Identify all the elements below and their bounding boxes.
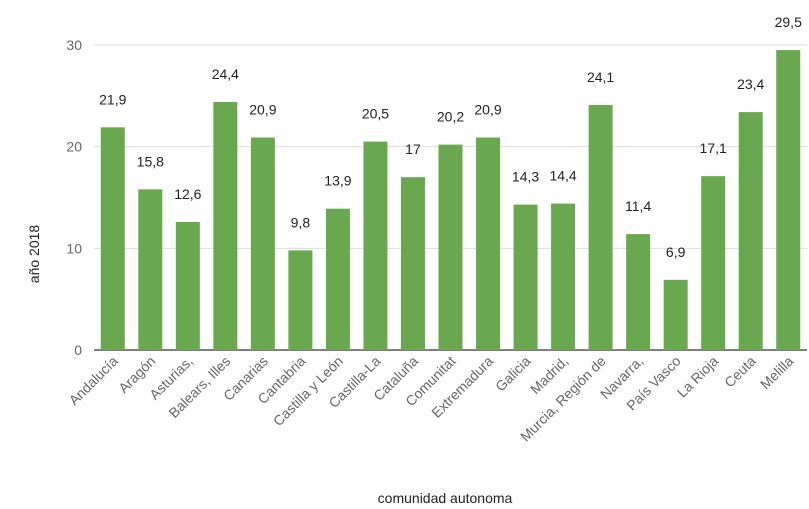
y-tick-label: 20 — [66, 139, 82, 155]
data-label: 20,9 — [474, 102, 501, 118]
bar — [288, 250, 313, 350]
bar — [363, 141, 388, 350]
x-tick-label: Melilla — [757, 353, 797, 393]
data-label: 14,4 — [549, 168, 576, 184]
bar — [213, 101, 238, 350]
data-label: 6,9 — [666, 244, 686, 260]
x-tick-label: Galicia — [492, 353, 534, 395]
data-label: 17,1 — [700, 140, 727, 156]
bar — [776, 50, 801, 350]
bar — [513, 204, 538, 350]
data-labels: 21,9 15,8 12,6 24,4 20,9 9,8 13,9 20,5 17 20,2 20,… — [99, 14, 802, 260]
bar — [476, 137, 501, 350]
data-label: 20,2 — [437, 109, 464, 125]
data-label: 17 — [405, 141, 421, 157]
bar — [400, 177, 425, 350]
bar — [551, 203, 576, 350]
bars — [100, 50, 801, 350]
data-label: 23,4 — [737, 76, 764, 92]
bar — [100, 127, 125, 350]
data-label: 24,4 — [212, 66, 239, 82]
y-tick-label: 30 — [66, 37, 82, 53]
bar — [626, 234, 651, 350]
data-label: 11,4 — [625, 198, 651, 214]
data-label: 13,9 — [324, 173, 351, 189]
y-axis-ticks: 0 10 20 30 — [66, 37, 82, 358]
bar — [738, 112, 763, 350]
bar — [588, 104, 613, 350]
bar — [701, 176, 726, 350]
bar — [663, 279, 688, 350]
data-label: 21,9 — [99, 91, 126, 107]
bar — [175, 221, 200, 350]
data-label: 29,5 — [775, 14, 802, 30]
data-label: 15,8 — [137, 153, 164, 169]
data-label: 14,3 — [512, 169, 539, 185]
data-label: 20,5 — [362, 106, 389, 122]
y-tick-label: 10 — [66, 240, 82, 256]
x-tick-label: La Rioja — [674, 353, 722, 401]
y-axis-title: año 2018 — [26, 225, 42, 284]
x-axis-title: comunidad autonoma — [378, 490, 513, 506]
data-label: 24,1 — [587, 69, 614, 85]
x-tick-label: Ceuta — [721, 353, 759, 391]
x-tick-label: Andalucía — [66, 353, 121, 408]
bar — [438, 144, 463, 350]
bar — [325, 208, 350, 350]
bar — [250, 137, 275, 350]
data-label: 9,8 — [291, 214, 311, 230]
y-tick-label: 0 — [74, 342, 82, 358]
data-label: 20,9 — [249, 102, 276, 118]
data-label: 12,6 — [174, 186, 201, 202]
bar — [138, 189, 163, 350]
